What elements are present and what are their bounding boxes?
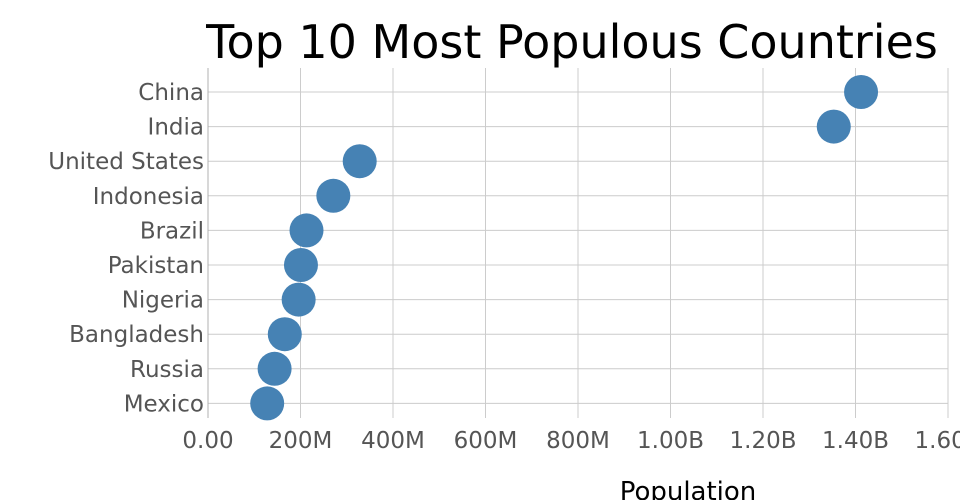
data-point xyxy=(250,386,284,420)
y-tick-label: China xyxy=(138,80,204,106)
y-tick-label: Russia xyxy=(130,357,204,383)
y-tick-label: India xyxy=(148,115,204,141)
y-tick-labels: China India United States Indonesia Brazil Pa… xyxy=(48,80,204,417)
x-tick-label: 1.20B xyxy=(730,428,797,454)
x-axis-title: Population xyxy=(620,477,757,500)
data-point xyxy=(844,75,878,109)
chart-title: Top 10 Most Populous Countries xyxy=(205,15,938,69)
x-tick-label: 1.60B xyxy=(915,428,960,454)
x-tick-label: 1.40B xyxy=(822,428,889,454)
x-tick-label: 600M xyxy=(454,428,518,454)
data-point xyxy=(258,352,292,386)
x-tick-label: 400M xyxy=(361,428,425,454)
y-tick-label: Pakistan xyxy=(108,253,204,279)
x-tick-label: 1.00B xyxy=(637,428,704,454)
x-tick-label: 0.00 xyxy=(182,428,233,454)
data-point xyxy=(282,283,316,317)
y-tick-label: Bangladesh xyxy=(69,322,204,348)
x-tick-label: 800M xyxy=(546,428,610,454)
data-point xyxy=(284,248,318,282)
data-point xyxy=(817,110,851,144)
data-point xyxy=(290,213,324,247)
x-tick-labels: 0.00 200M 400M 600M 800M 1.00B 1.20B 1.40B 1.60B xyxy=(182,428,960,454)
data-point xyxy=(268,317,302,351)
y-tick-label: United States xyxy=(48,149,204,175)
data-point xyxy=(343,144,377,178)
y-tick-label: Indonesia xyxy=(93,184,204,210)
y-tick-label: Nigeria xyxy=(122,288,204,314)
y-tick-label: Brazil xyxy=(140,218,204,244)
x-tick-label: 200M xyxy=(269,428,333,454)
y-tick-label: Mexico xyxy=(124,391,204,417)
data-point xyxy=(316,179,350,213)
